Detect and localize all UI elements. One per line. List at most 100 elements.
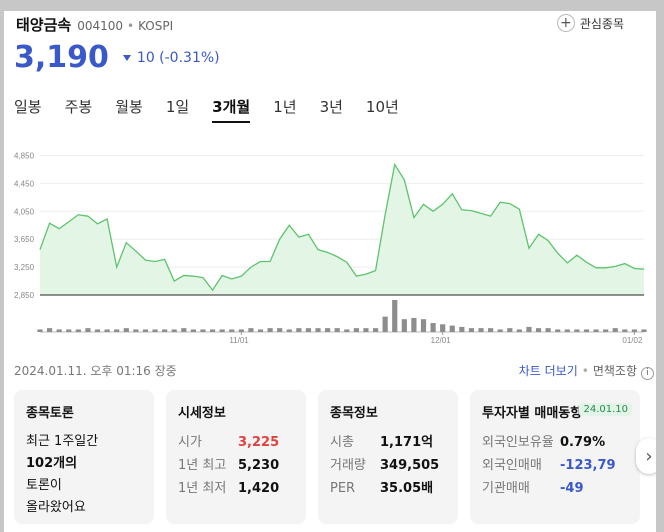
tab-1year[interactable]: 1년 (273, 98, 297, 116)
forum-line: 최근 1주일간 (26, 434, 99, 449)
info-icon[interactable]: i (641, 367, 654, 380)
investor-row-foreign-trade: 외국인매매 -123,79 (482, 454, 628, 477)
volume-bar (392, 300, 398, 332)
info-cards: 종목토론 최근 1주일간 102개의 토론이 올라왔어요 시세정보 시가 3,2… (14, 390, 664, 532)
volume-bar (305, 328, 312, 332)
volume-bar (564, 329, 570, 332)
market-row-open: 시가 3,225 (178, 431, 294, 454)
investor-row-foreign-ratio: 외국인보유율 0.79% (482, 431, 628, 454)
foreign-ratio-label: 외국인보유율 (482, 435, 554, 450)
foreign-trade-value: -123,79 (560, 458, 616, 473)
market-info-card[interactable]: 시세정보 시가 3,225 1년 최고 5,230 1년 최저 1,420 (166, 390, 306, 524)
market-info-title: 시세정보 (178, 406, 226, 421)
volume-bar (152, 329, 158, 332)
forum-card[interactable]: 종목토론 최근 1주일간 102개의 토론이 올라왔어요 (14, 390, 154, 524)
volume-bar (401, 319, 407, 332)
year-low-value: 1,420 (238, 481, 280, 496)
volume-label: 거래량 (330, 458, 366, 473)
x-tick-label: 12/01 (431, 336, 452, 345)
foreign-trade-label: 외국인매매 (482, 458, 542, 473)
y-tick-label: 4,850 (14, 151, 35, 160)
stock-header: 태양금속 004100 • KOSPI (16, 14, 173, 35)
disclaimer-link[interactable]: 면책조항 (592, 364, 637, 378)
stock-info-card[interactable]: 종목정보 시총 1,171억 거래량 349,505 PER 35.05배 (318, 390, 458, 524)
marketcap-label: 시총 (330, 435, 354, 450)
volume-bar (104, 329, 110, 332)
tab-10years[interactable]: 10년 (365, 98, 399, 116)
volume-bar (142, 329, 149, 332)
volume-bar (526, 326, 532, 332)
marketcap-value: 1,171억 (380, 435, 434, 450)
triangle-down-icon (122, 54, 131, 61)
volume-bar (123, 328, 129, 332)
forum-line: 토론이 (26, 478, 62, 493)
volume-bar (296, 328, 302, 332)
open-value: 3,225 (238, 435, 280, 450)
tab-weekly[interactable]: 주봉 (64, 98, 93, 116)
x-tick-label: 01/02 (622, 336, 643, 345)
volume-bar (420, 319, 427, 332)
volume-bar (85, 328, 91, 332)
price-row: 3,190 10 (-0.31%) (14, 40, 220, 75)
investor-date-badge: 24.01.10 (579, 403, 632, 416)
volume-bar (363, 328, 369, 332)
volume-bar (257, 329, 264, 332)
volume-bar (507, 328, 513, 332)
price-change: 10 (-0.31%) (122, 50, 220, 66)
volume-bar (622, 329, 628, 332)
y-tick-label: 3,650 (14, 235, 35, 244)
forum-line: 올라왔어요 (26, 500, 86, 515)
volume-bar (631, 329, 638, 332)
volume-bar (583, 329, 590, 332)
volume-bar (593, 329, 599, 332)
volume-bar (56, 329, 62, 332)
volume-bar (478, 328, 484, 332)
year-high-value: 5,230 (238, 458, 280, 473)
info-row-per: PER 35.05배 (330, 477, 446, 500)
institution-value: -49 (560, 481, 584, 496)
tab-daily[interactable]: 일봉 (14, 98, 42, 116)
chart-links: 차트 더보기 • 면책조항 i (519, 362, 654, 380)
price-chart[interactable]: 4,850 4,450 4,050 3,650 3,250 2,850 11/01 12/01… (0, 140, 664, 350)
tab-monthly[interactable]: 월봉 (115, 98, 143, 116)
volume-bar (94, 329, 101, 332)
separator-dot: • (581, 364, 589, 378)
volume-bar (162, 329, 168, 332)
market-row-high: 1년 최고 5,230 (178, 454, 294, 477)
current-price: 3,190 (14, 40, 109, 75)
tab-1day[interactable]: 1일 (165, 98, 190, 116)
volume-bar (229, 329, 235, 332)
volume-bar (286, 329, 292, 332)
volume-bar (325, 328, 331, 332)
y-tick-label: 4,450 (14, 179, 35, 188)
investor-card[interactable]: 투자자별 매매동향 24.01.10 외국인보유율 0.79% 외국인매매 -1… (470, 390, 640, 524)
tab-3months[interactable]: 3개월 (212, 96, 251, 123)
volume-bar (75, 329, 81, 332)
favorite-label: 관심종목 (579, 16, 624, 31)
stock-name[interactable]: 태양금속 (16, 16, 72, 34)
volume-bar (459, 326, 465, 332)
investor-row-institution: 기관매매 -49 (482, 477, 628, 500)
year-low-label: 1년 최저 (178, 481, 227, 496)
volume-bar (171, 329, 177, 332)
volume-bar (181, 328, 187, 332)
volume-bar (209, 329, 216, 332)
forum-count: 102개의 (26, 456, 78, 471)
y-tick-label: 2,850 (14, 291, 35, 300)
volume-bar (488, 328, 494, 332)
stock-code: 004100 (77, 19, 124, 33)
x-tick-label: 11/01 (229, 336, 249, 345)
chart-more-link[interactable]: 차트 더보기 (518, 364, 578, 378)
volume-bar (372, 328, 379, 332)
tab-3years[interactable]: 3년 (319, 98, 343, 116)
market-row-low: 1년 최저 1,420 (178, 477, 294, 500)
volume-bar (190, 329, 196, 332)
institution-label: 기관매매 (482, 481, 530, 496)
window-frame-left (0, 0, 4, 532)
volume-bar (449, 325, 455, 332)
volume-bar (516, 329, 522, 332)
favorite-button[interactable]: + 관심종목 (556, 14, 624, 32)
forum-card-title: 종목토론 (26, 406, 74, 421)
info-row-marketcap: 시총 1,171억 (330, 431, 446, 454)
